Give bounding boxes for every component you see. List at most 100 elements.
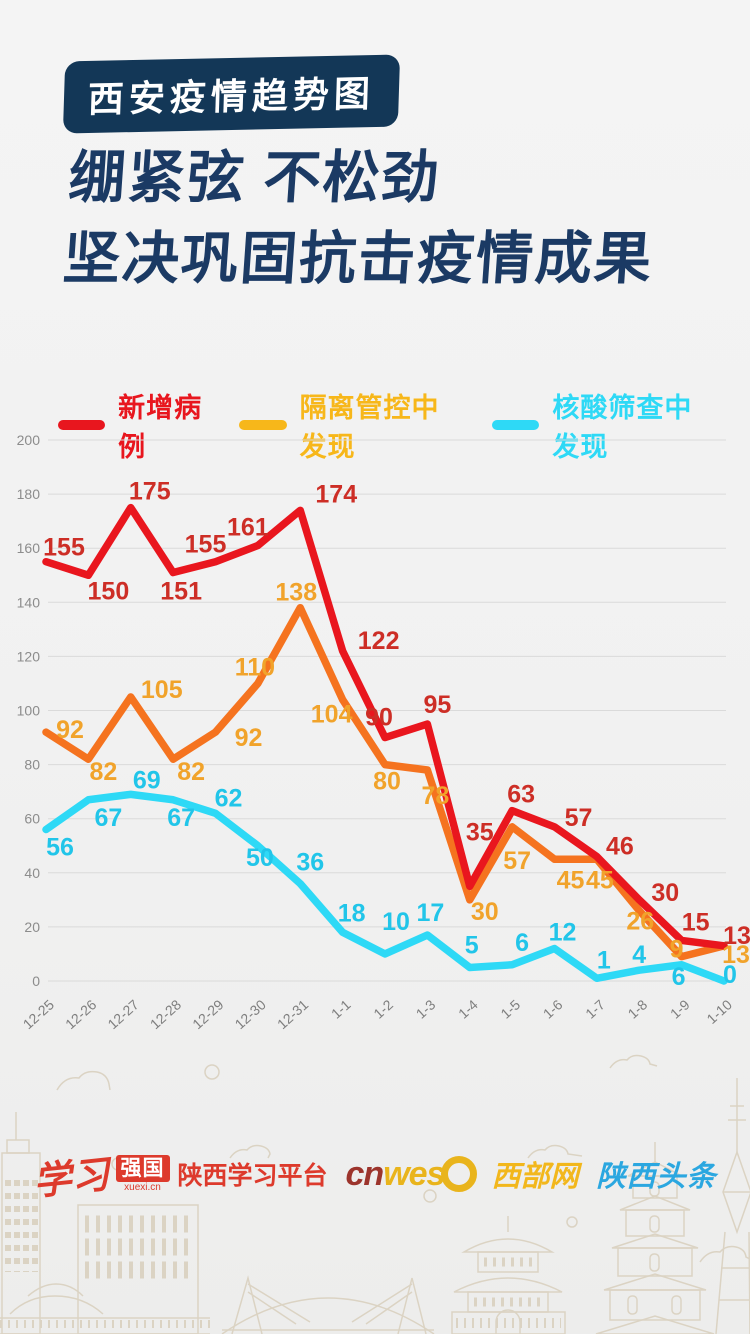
data-point-label: 110: [235, 653, 275, 681]
data-point-label: 46: [606, 833, 634, 861]
data-point-label: 63: [507, 781, 535, 809]
y-axis-tick: 100: [17, 703, 41, 719]
data-point-label: 90: [365, 704, 393, 732]
y-axis-tick: 160: [17, 540, 41, 556]
data-point-label: 175: [129, 478, 171, 506]
x-axis-tick: 1-4: [455, 996, 481, 1022]
trend-chart-area: 0 20 40 60 80 100 120 140 160 180 200 12-25 12-26 12-…: [0, 420, 750, 1040]
shaanxi-toutiao-label: 陕西头条: [596, 1161, 717, 1193]
data-point-label: 105: [141, 676, 183, 704]
bubble-icon: [566, 1216, 578, 1228]
legend-item-screening-found: 核酸筛查中发现: [492, 386, 718, 464]
tower-building-art: [1, 1112, 41, 1334]
data-point-label: 69: [133, 766, 161, 794]
x-axis-tick: 12-29: [189, 996, 226, 1032]
y-axis-tick: 200: [17, 432, 41, 448]
data-point-label: 13: [722, 941, 750, 969]
cloud-icon: [56, 1070, 111, 1091]
cloud-icon: [699, 1245, 750, 1263]
x-axis-tick: 1-10: [703, 996, 735, 1027]
y-axis-tick: 40: [24, 865, 40, 881]
x-axis-tick: 1-2: [370, 996, 396, 1022]
cloud-icon: [229, 1144, 271, 1159]
chart-legend: 新增病例 隔离管控中发现 核酸筛查中发现: [58, 386, 718, 464]
bubble-icon: [423, 1189, 437, 1203]
data-point-label: 151: [160, 578, 202, 606]
xuexi-qiangguo-badge: 强国: [115, 1155, 170, 1182]
data-point-label: 50: [246, 844, 274, 872]
data-point-label: 5: [465, 931, 479, 959]
legend-label-screening-found: 核酸筛查中发现: [552, 393, 693, 462]
y-axis-tick: 0: [32, 973, 40, 989]
cnwest-ring-icon: [441, 1156, 478, 1192]
x-axis-tick: 12-31: [274, 996, 311, 1032]
cnwest-logo: cn wes: [346, 1155, 478, 1194]
y-axis-tick: 140: [17, 594, 41, 610]
data-point-label: 82: [89, 758, 117, 786]
cnwest-site-label: 西部网: [491, 1161, 579, 1193]
city-skyline-art: [0, 1054, 750, 1334]
data-point-label: 138: [275, 579, 317, 607]
data-point-label: 26: [626, 908, 654, 936]
bridge-art: [221, 1275, 435, 1334]
data-point-label: 36: [296, 849, 324, 877]
cnwest-logo-west: wes: [383, 1154, 445, 1193]
data-point-label: 35: [466, 818, 494, 846]
cnwest-logo-cn: cn: [345, 1154, 385, 1193]
data-point-label: 15: [682, 908, 710, 936]
x-axis-tick: 1-6: [540, 996, 566, 1022]
legend-swatch-quarantine-found: [239, 420, 287, 430]
data-point-label: 95: [423, 691, 451, 719]
data-point-label: 13: [723, 922, 750, 950]
data-point-label: 62: [215, 784, 243, 812]
data-point-label: 57: [565, 804, 593, 832]
x-axis-tick: 1-5: [497, 996, 523, 1022]
x-axis-tick: 1-9: [667, 996, 693, 1022]
data-point-label: 57: [503, 847, 531, 875]
data-point-label: 30: [471, 898, 499, 926]
data-point-label: 67: [94, 804, 122, 832]
data-point-label: 78: [421, 782, 449, 810]
data-point-label: 104: [311, 701, 353, 729]
data-point-label: 67: [167, 804, 195, 832]
data-point-label: 56: [46, 834, 74, 862]
xuexi-logo-script: 学习: [31, 1153, 112, 1204]
x-axis-tick: 12-25: [20, 996, 57, 1032]
header-badge: 西安疫情趋势图: [62, 54, 401, 134]
data-point-label: 161: [227, 513, 269, 541]
x-axis-tick: 1-3: [413, 996, 439, 1022]
x-axis-tick: 12-28: [147, 996, 184, 1032]
data-point-label: 80: [373, 768, 401, 796]
page-title: 绷紧弦 不松劲 坚决巩固抗击疫情成果: [60, 146, 656, 291]
legend-label-quarantine-found: 隔离管控中发现: [299, 393, 440, 462]
legend-label-new-cases: 新增病例: [118, 393, 203, 462]
bubble-icon: [204, 1064, 220, 1080]
data-point-label: 45: [557, 866, 585, 894]
data-point-label: 122: [358, 627, 400, 655]
y-axis-tick: 180: [17, 486, 41, 502]
data-point-label: 0: [723, 961, 737, 989]
legend-swatch-screening-found: [492, 420, 540, 430]
data-point-label: 10: [382, 908, 410, 936]
x-axis-tick: 1-7: [582, 996, 608, 1022]
data-point-label: 92: [56, 716, 84, 744]
data-point-label: 9: [670, 936, 684, 964]
x-axis-tick: 1-8: [625, 996, 651, 1022]
cloud-icon: [527, 1144, 583, 1159]
data-point-label: 6: [515, 929, 529, 957]
bell-tower-art: [451, 1216, 566, 1334]
data-point-label: 155: [43, 534, 85, 562]
legend-item-new-cases: 新增病例: [58, 386, 212, 464]
xuexi-url-label: xuexi.cn: [124, 1182, 161, 1193]
y-axis-tick: 120: [17, 648, 41, 664]
cloud-icon: [609, 1054, 658, 1069]
y-axis-tick: 20: [24, 919, 40, 935]
x-axis-tick: 12-27: [104, 996, 141, 1032]
series-line: [42, 790, 728, 985]
data-point-label: 155: [185, 531, 227, 559]
series-line: [42, 503, 728, 950]
data-point-label: 92: [235, 724, 263, 752]
data-point-label: 6: [672, 963, 686, 991]
